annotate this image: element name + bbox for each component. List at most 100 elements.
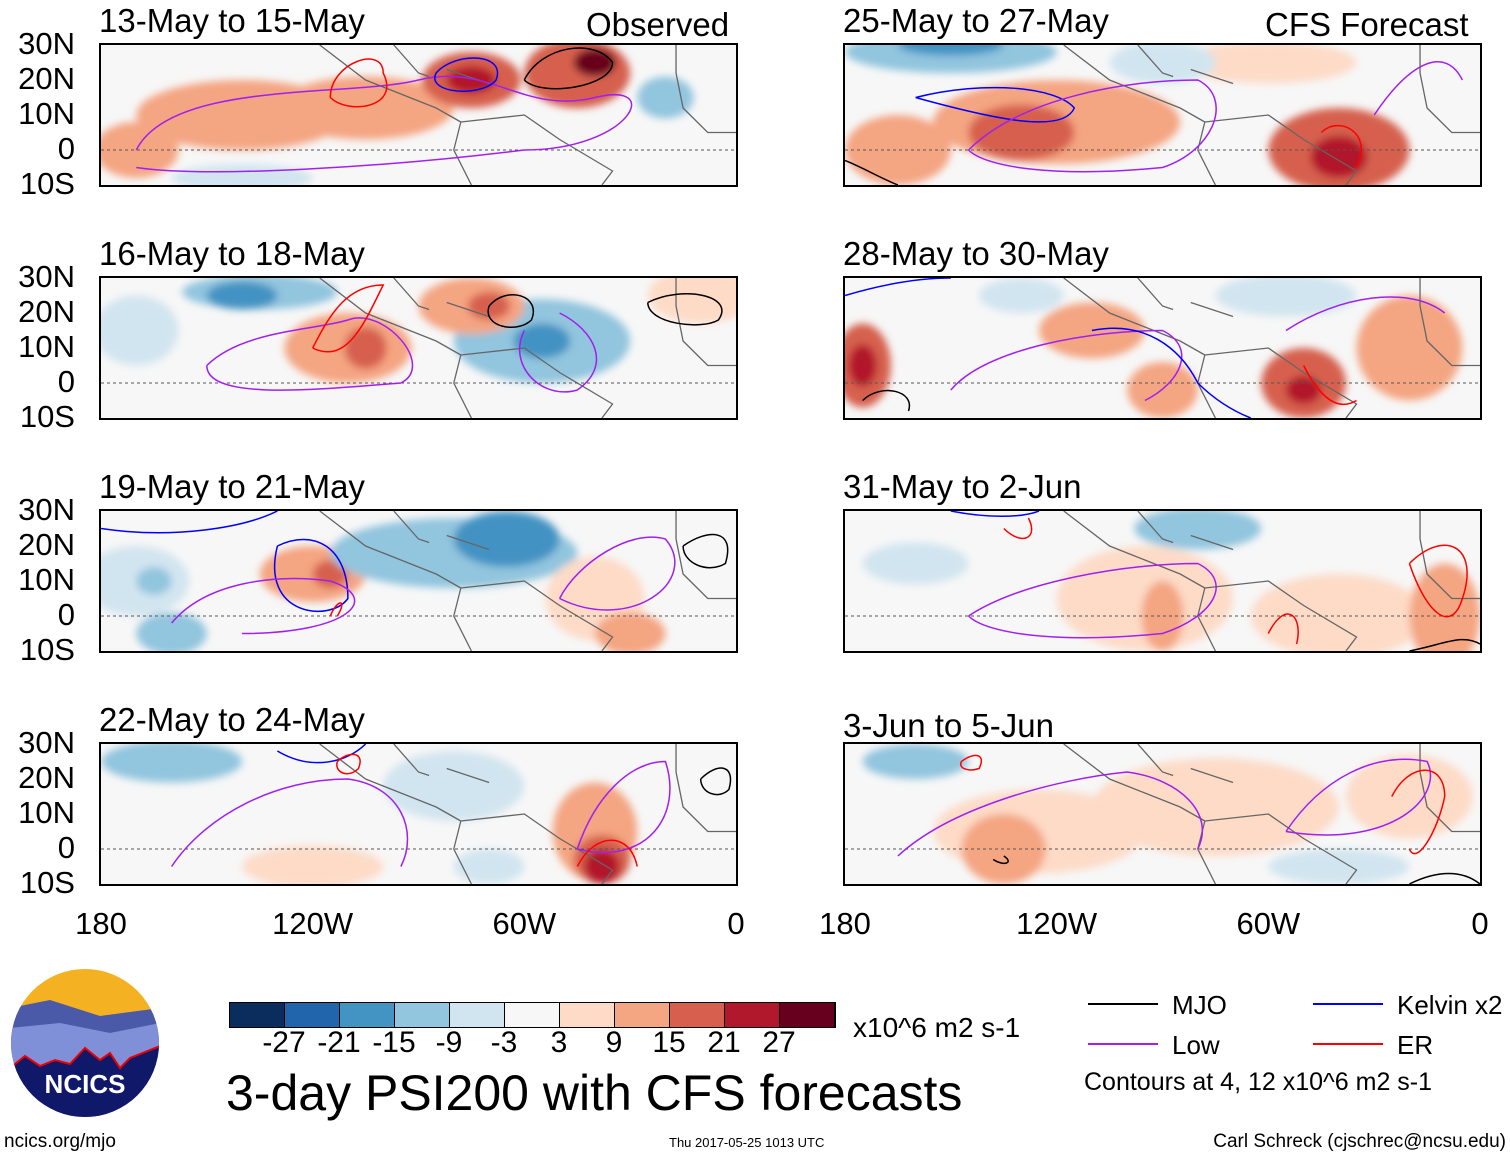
anomaly-region	[453, 511, 560, 567]
map-panel	[99, 509, 738, 653]
colorbar-swatch	[450, 1003, 505, 1027]
panel-title: 13-May to 15-May	[99, 2, 365, 39]
anomaly-region	[1268, 849, 1410, 884]
legend-label: Low	[1172, 1030, 1220, 1060]
coastline	[319, 744, 736, 884]
panel-title: 22-May to 24-May	[99, 701, 365, 738]
coastline	[1063, 511, 1480, 651]
colorbar-swatch	[285, 1003, 340, 1027]
contour-line	[206, 317, 414, 391]
colorbar-tick-label: 15	[652, 1026, 686, 1059]
contour-line	[845, 159, 899, 185]
contour-line	[1409, 638, 1480, 651]
anomaly-region	[1409, 563, 1480, 651]
colorbar-swatch	[670, 1003, 725, 1027]
y-tick-label: 10N	[18, 562, 75, 597]
anomaly-region	[1285, 376, 1322, 404]
contour-line	[312, 284, 385, 353]
y-tick-label: 10S	[19, 865, 75, 900]
colorbar	[229, 1002, 836, 1028]
y-tick-label: 0	[57, 131, 75, 166]
ncics-logo: NCICS	[11, 969, 159, 1117]
y-tick-label: 0	[57, 364, 75, 399]
anomaly-region	[453, 849, 525, 884]
x-tick-label: 180	[819, 906, 871, 941]
author: Carl Schreck (cjschrec@ncsu.edu)	[1213, 1131, 1506, 1152]
anomaly-region	[513, 323, 571, 359]
map-panel	[99, 43, 738, 187]
anomaly-region	[242, 845, 384, 884]
map-panel	[843, 276, 1482, 420]
y-tick-label: 10N	[18, 795, 75, 830]
site-url[interactable]: ncics.org/mjo	[4, 1131, 116, 1152]
contour-line	[950, 329, 1183, 402]
contour-line	[967, 562, 1217, 639]
anomaly-region	[594, 612, 666, 651]
contour-line	[1408, 544, 1468, 618]
contour-line	[915, 86, 1076, 123]
coastline	[319, 511, 736, 651]
coastline	[1063, 278, 1480, 418]
anomaly-region	[446, 66, 497, 94]
anomaly-region	[968, 104, 1075, 161]
contour-line	[1373, 61, 1464, 116]
legend-line	[1088, 1003, 1158, 1005]
legend-line	[1088, 1043, 1158, 1045]
contour-line	[862, 389, 911, 412]
column-header: Observed	[586, 6, 730, 43]
map-panel	[843, 509, 1482, 653]
anomaly-region	[897, 45, 1004, 56]
anomaly-region	[277, 76, 454, 140]
y-tick-label: 10N	[18, 329, 75, 364]
map-panel	[99, 742, 738, 886]
anomaly-region	[206, 281, 278, 310]
contour-line	[1003, 517, 1033, 539]
x-tick-label: 120W	[272, 906, 354, 941]
y-tick-label: 10S	[19, 399, 75, 434]
x-tick-label: 0	[727, 906, 745, 941]
coastline	[319, 45, 736, 185]
x-tick-label: 180	[75, 906, 127, 941]
contour-line	[329, 58, 388, 108]
y-tick-label: 10S	[19, 166, 75, 201]
contour-line	[558, 536, 676, 611]
anomaly-region	[101, 744, 243, 783]
anomaly-region	[584, 849, 620, 884]
column-header: CFS Forecast	[1265, 6, 1469, 43]
colorbar-tick-label: 3	[550, 1026, 568, 1059]
y-tick-label: 30N	[18, 492, 75, 527]
panel-title: 3-Jun to 5-Jun	[843, 707, 1054, 744]
y-tick-label: 0	[57, 597, 75, 632]
contour-line	[682, 533, 729, 569]
figure-title: 3-day PSI200 with CFS forecasts	[226, 1065, 963, 1121]
x-tick-label: 60W	[1236, 906, 1301, 941]
contour-line	[1285, 296, 1446, 332]
panel-title: 16-May to 18-May	[99, 235, 365, 272]
anomaly-region	[1134, 511, 1262, 550]
anomaly-region	[862, 542, 969, 585]
panel-title: 31-May to 2-Jun	[843, 468, 1082, 505]
y-tick-label: 20N	[18, 760, 75, 795]
y-tick-label: 30N	[18, 259, 75, 294]
panel-title: 19-May to 21-May	[99, 468, 365, 505]
colorbar-swatch	[395, 1003, 450, 1027]
anomaly-region	[1215, 278, 1357, 317]
y-tick-label: 0	[57, 830, 75, 865]
x-tick-label: 0	[1471, 906, 1489, 941]
anomaly-region	[845, 115, 951, 185]
contour-line	[967, 79, 1217, 173]
legend-label: MJO	[1172, 990, 1227, 1020]
contour-line	[897, 771, 1204, 857]
contour-line	[523, 47, 614, 90]
y-tick-label: 20N	[18, 61, 75, 96]
anomaly-region	[573, 48, 617, 77]
panel-title: 28-May to 30-May	[843, 235, 1109, 272]
contour-line	[135, 75, 633, 173]
svg-text:NCICS: NCICS	[45, 1069, 126, 1099]
contour-line	[518, 312, 598, 393]
anomaly-region	[1109, 45, 1216, 84]
contour-line	[1391, 769, 1446, 855]
contour-line	[434, 57, 499, 92]
contour-line	[171, 577, 356, 635]
coastline	[1063, 45, 1480, 185]
